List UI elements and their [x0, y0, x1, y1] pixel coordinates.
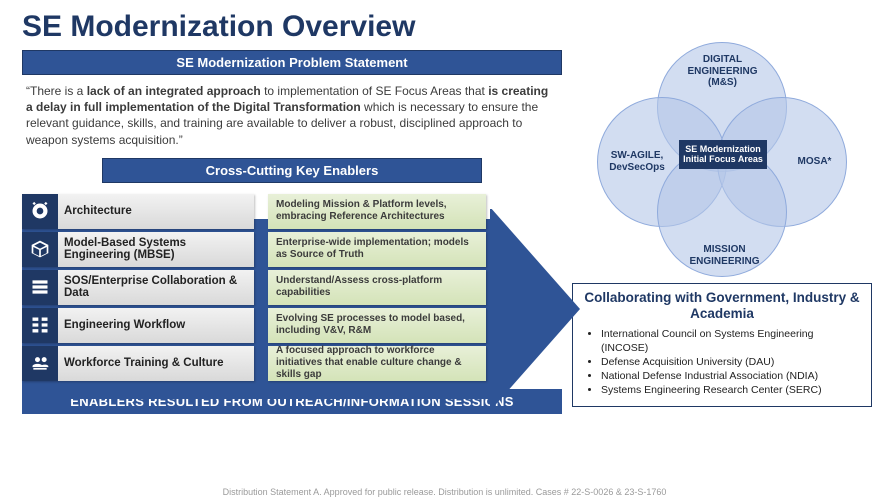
collab-box: Collaborating with Government, Industry … [572, 283, 872, 407]
collab-item: International Council on Systems Enginee… [601, 328, 861, 354]
problem-header: SE Modernization Problem Statement [22, 50, 562, 75]
left-column: SE Modernization Problem Statement “Ther… [22, 50, 562, 414]
enabler-icon [22, 270, 58, 305]
content: SE Modernization Problem Statement “Ther… [0, 50, 889, 414]
enabler-label-text: Engineering Workflow [64, 319, 185, 331]
venn-label-top: DIGITAL ENGINEERING (M&S) [675, 54, 770, 89]
enabler-desc: Modeling Mission & Platform levels, embr… [268, 194, 486, 229]
enabler-icon [22, 346, 58, 381]
enablers-wrap: Architecture Modeling Mission & Platform … [22, 185, 562, 381]
collab-title: Collaborating with Government, Industry … [583, 290, 861, 322]
venn-label-right: MOSA* [787, 156, 842, 168]
collab-list: International Council on Systems Enginee… [583, 328, 861, 397]
ps-bold1: lack of an integrated approach [87, 84, 261, 98]
enabler-label: Model-Based Systems Engineering (MBSE) [22, 232, 254, 267]
enabler-label: Workforce Training & Culture [22, 346, 254, 381]
enabler-label-text: Architecture [64, 205, 132, 217]
enabler-desc: Understand/Assess cross-platform capabil… [268, 270, 486, 305]
problem-statement: “There is a lack of an integrated approa… [22, 75, 562, 158]
venn-label-left: SW-AGILE, DevSecOps [602, 150, 672, 173]
enabler-row: Architecture Modeling Mission & Platform … [22, 194, 562, 229]
ps-pre: “There is a [26, 84, 87, 98]
enabler-icon [22, 308, 58, 343]
enabler-label-text: Workforce Training & Culture [64, 357, 224, 369]
enabler-desc: A focused approach to workforce initiati… [268, 346, 486, 381]
distribution-statement: Distribution Statement A. Approved for p… [0, 487, 889, 497]
enabler-icon [22, 194, 58, 229]
collab-item: Defense Acquisition University (DAU) [601, 356, 861, 369]
enabler-row: SOS/Enterprise Collaboration & Data Under… [22, 270, 562, 305]
enabler-row: Model-Based Systems Engineering (MBSE) En… [22, 232, 562, 267]
collab-item: Systems Engineering Research Center (SER… [601, 384, 861, 397]
ps-mid1: to implementation of SE Focus Areas that [261, 84, 488, 98]
enabler-label-text: Model-Based Systems Engineering (MBSE) [64, 237, 254, 261]
venn-diagram: DIGITAL ENGINEERING (M&S) SW-AGILE, DevS… [587, 42, 857, 277]
enabler-desc: Evolving SE processes to model based, in… [268, 308, 486, 343]
enablers-list: Architecture Modeling Mission & Platform … [22, 185, 562, 381]
venn-center-box: SE Modernization Initial Focus Areas [679, 140, 767, 169]
enabler-desc: Enterprise-wide implementation; models a… [268, 232, 486, 267]
enabler-label: Engineering Workflow [22, 308, 254, 343]
enabler-icon [22, 232, 58, 267]
enabler-row: Workforce Training & Culture A focused ap… [22, 346, 562, 381]
enabler-label: Architecture [22, 194, 254, 229]
enabler-label: SOS/Enterprise Collaboration & Data [22, 270, 254, 305]
enablers-header: Cross-Cutting Key Enablers [102, 158, 482, 183]
enabler-label-text: SOS/Enterprise Collaboration & Data [64, 275, 254, 299]
right-column: DIGITAL ENGINEERING (M&S) SW-AGILE, DevS… [572, 50, 872, 414]
enabler-row: Engineering Workflow Evolving SE processe… [22, 308, 562, 343]
venn-label-bottom: MISSION ENGINEERING [677, 244, 772, 267]
collab-item: National Defense Industrial Association … [601, 370, 861, 383]
